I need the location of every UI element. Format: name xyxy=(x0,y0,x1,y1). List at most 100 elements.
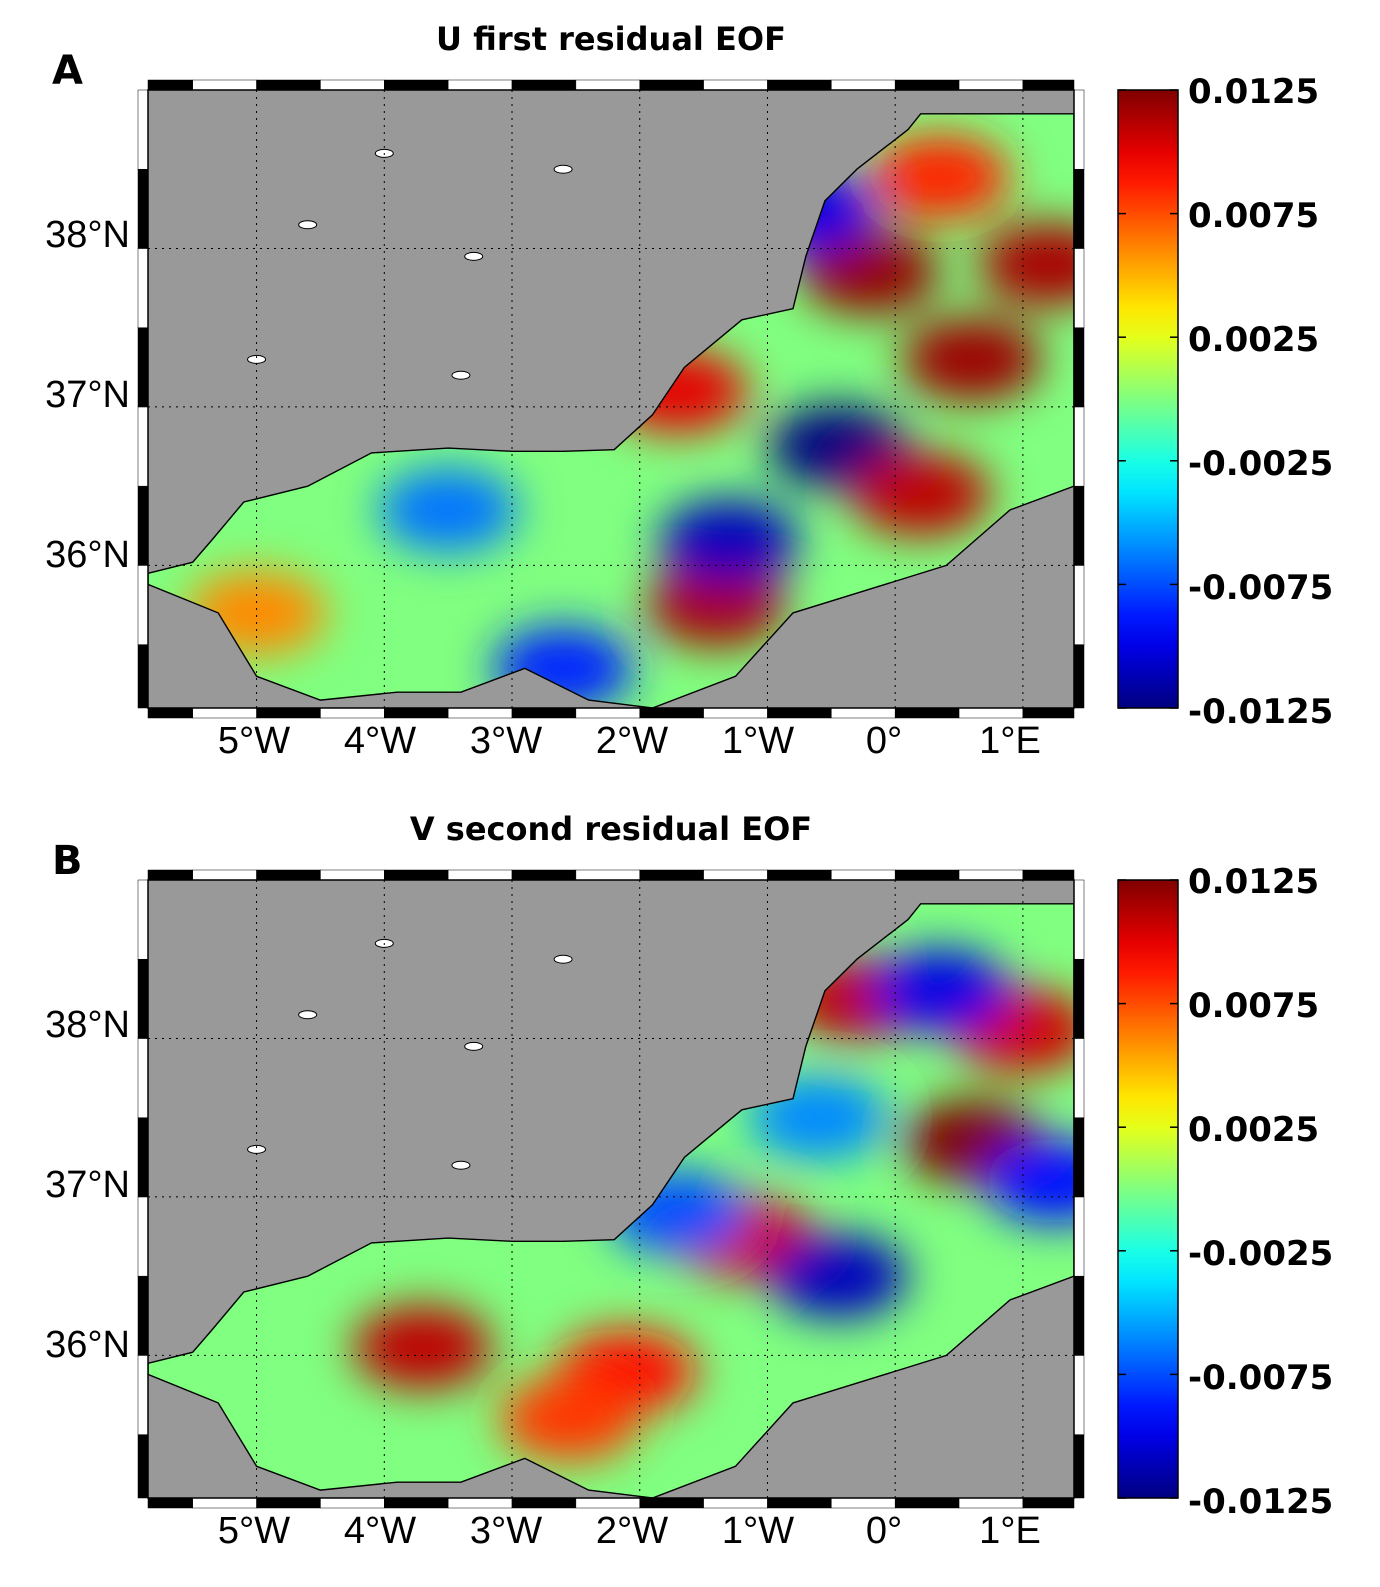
frame-segment xyxy=(703,869,768,881)
frame-segment xyxy=(137,565,149,645)
field-blob xyxy=(767,1234,908,1319)
colorbar-tick-label: -0.0075 xyxy=(1188,568,1334,608)
frame-segment xyxy=(575,869,640,881)
frame-segment xyxy=(256,79,321,91)
frame-segment xyxy=(958,707,1024,719)
x-tick-label: 2°W xyxy=(595,720,669,762)
colorbar-tick-label: -0.0025 xyxy=(1188,1234,1334,1274)
frame-segment xyxy=(1022,79,1075,91)
frame-segment xyxy=(1073,565,1085,645)
frame-segment xyxy=(639,79,704,91)
frame-segment xyxy=(137,1196,149,1277)
frame-segment xyxy=(192,79,257,91)
panel-b: B V second residual EOF 38°N 37°N 36°N 5… xyxy=(0,790,1380,1580)
x-tick-label: 5°W xyxy=(217,1510,291,1552)
frame-segment xyxy=(147,79,193,91)
frame-segment xyxy=(1073,1355,1085,1435)
frame-segment xyxy=(320,869,385,881)
frame-segment xyxy=(958,869,1024,881)
frame-segment xyxy=(511,1497,577,1509)
island xyxy=(464,1041,484,1051)
island xyxy=(298,1010,318,1020)
colorbar-tick-label: 0.0125 xyxy=(1188,862,1320,902)
frame-segment xyxy=(1073,248,1085,328)
colorbar-tick-label: 0.0075 xyxy=(1188,986,1320,1026)
frame-segment xyxy=(192,1497,257,1509)
frame-segment xyxy=(320,707,385,719)
frame-segment xyxy=(1073,1275,1085,1356)
colorbar-tick-label: -0.0125 xyxy=(1188,692,1334,732)
frame-segment xyxy=(447,79,513,91)
frame-segment xyxy=(894,1497,960,1509)
frame-segment xyxy=(137,248,149,328)
field-blob xyxy=(984,1139,1074,1224)
frame-segment xyxy=(1022,707,1075,719)
island xyxy=(464,251,484,261)
frame-segment xyxy=(1073,406,1085,487)
frame-segment xyxy=(137,1434,149,1499)
field-blob xyxy=(869,948,1010,1033)
field-blob xyxy=(850,452,991,537)
map-a xyxy=(137,79,1179,719)
frame-segment xyxy=(1073,1117,1085,1198)
frame-segment xyxy=(137,879,149,960)
x-tick-label: 4°W xyxy=(343,720,417,762)
y-tick-label: 38°N xyxy=(45,214,130,256)
map-frame xyxy=(147,879,1075,1499)
frame-segment xyxy=(767,79,832,91)
frame-segment xyxy=(511,79,577,91)
frame-segment xyxy=(137,168,149,249)
frame-segment xyxy=(137,1355,149,1435)
frame-segment xyxy=(894,79,960,91)
frame-segment xyxy=(1073,1434,1085,1499)
frame-segment xyxy=(137,958,149,1039)
frame-segment xyxy=(1073,958,1085,1039)
field-blob xyxy=(499,1376,640,1461)
frame-segment xyxy=(137,1038,149,1118)
frame-segment xyxy=(192,869,257,881)
frame-segment xyxy=(511,707,577,719)
frame-segment xyxy=(1073,879,1085,960)
colorbar xyxy=(1117,89,1179,709)
colorbar xyxy=(1117,879,1179,1499)
frame-segment xyxy=(767,869,832,881)
colorbar-tick-label: 0.0025 xyxy=(1188,1110,1320,1150)
frame-segment xyxy=(831,1497,896,1509)
frame-segment xyxy=(639,707,704,719)
frame-segment xyxy=(147,1497,193,1509)
colorbar-tick-label: -0.0125 xyxy=(1188,1482,1334,1522)
field-blob xyxy=(901,317,1042,402)
frame-segment xyxy=(137,1117,149,1198)
x-tick-label: 2°W xyxy=(595,1510,669,1552)
x-tick-label: 0° xyxy=(865,1510,903,1552)
frame-segment xyxy=(511,869,577,881)
frame-segment xyxy=(575,1497,640,1509)
frame-segment xyxy=(575,707,640,719)
x-tick-label: 1°W xyxy=(721,720,795,762)
colorbar-tick-label: -0.0075 xyxy=(1188,1358,1334,1398)
frame-segment xyxy=(831,707,896,719)
island xyxy=(451,1160,471,1170)
frame-segment xyxy=(831,79,896,91)
frame-segment xyxy=(137,327,149,408)
frame-segment xyxy=(1073,644,1085,709)
frame-segment xyxy=(256,1497,321,1509)
frame-segment xyxy=(256,869,321,881)
frame-segment xyxy=(958,1497,1024,1509)
y-tick-label: 36°N xyxy=(45,1324,130,1366)
frame-segment xyxy=(1073,89,1085,170)
x-tick-label: 1°W xyxy=(721,1510,795,1552)
x-tick-label: 4°W xyxy=(343,1510,417,1552)
x-tick-label: 5°W xyxy=(217,720,291,762)
field-blob xyxy=(646,563,787,647)
field-blob xyxy=(869,135,1010,220)
x-tick-label: 1°E xyxy=(979,1510,1041,1552)
frame-segment xyxy=(147,707,193,719)
frame-segment xyxy=(137,644,149,709)
x-tick-label: 0° xyxy=(865,720,903,762)
x-tick-label: 3°W xyxy=(469,1510,543,1552)
y-tick-label: 37°N xyxy=(45,1164,130,1206)
island xyxy=(553,164,573,174)
frame-segment xyxy=(767,707,832,719)
frame-segment xyxy=(639,869,704,881)
